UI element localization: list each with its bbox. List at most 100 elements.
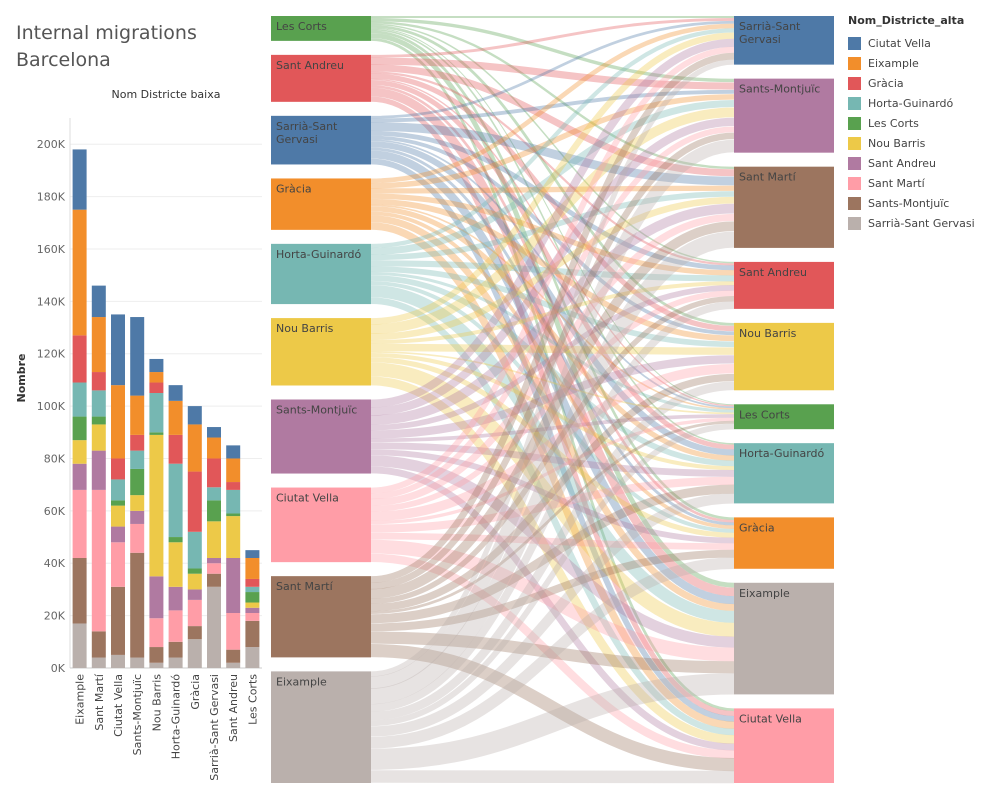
sankey-link[interactable]	[370, 296, 735, 604]
bar-segment[interactable]	[207, 437, 221, 459]
bar-segment[interactable]	[187, 406, 202, 425]
bar-segment[interactable]	[207, 500, 221, 522]
bar-segment[interactable]	[187, 531, 202, 569]
bar-segment[interactable]	[130, 434, 145, 451]
sankey-link[interactable]	[370, 33, 735, 588]
sankey-target-node[interactable]	[734, 404, 834, 430]
bar-segment[interactable]	[226, 558, 241, 613]
bar-segment[interactable]	[245, 613, 260, 621]
bar-segment[interactable]	[149, 372, 164, 383]
legend-item[interactable]: Les Corts	[848, 113, 998, 133]
sankey-target-node[interactable]	[734, 582, 834, 695]
bar-segment[interactable]	[245, 592, 260, 603]
sankey-link[interactable]	[370, 107, 735, 334]
sankey-link[interactable]	[370, 21, 735, 170]
sankey-link[interactable]	[370, 266, 735, 348]
bar-segment[interactable]	[72, 440, 87, 464]
sankey-link[interactable]	[370, 80, 735, 450]
bar-segment[interactable]	[187, 589, 202, 600]
bar-segment[interactable]	[91, 424, 106, 451]
bar-segment[interactable]	[245, 620, 260, 648]
sankey-link[interactable]	[370, 290, 735, 512]
sankey-link[interactable]	[370, 363, 735, 522]
bar-segment[interactable]	[226, 458, 241, 483]
sankey-target-node[interactable]	[734, 517, 834, 569]
sankey-link[interactable]	[370, 193, 735, 276]
legend-item[interactable]: Nou Barris	[848, 133, 998, 153]
bar-segment[interactable]	[130, 317, 145, 396]
sankey-target-node[interactable]	[734, 322, 834, 391]
legend-item[interactable]: Gràcia	[848, 73, 998, 93]
sankey-link[interactable]	[370, 466, 735, 751]
sankey-link[interactable]	[370, 285, 735, 623]
sankey-link[interactable]	[370, 493, 735, 737]
bar-segment[interactable]	[207, 427, 221, 438]
bar-segment[interactable]	[226, 513, 241, 517]
sankey-link[interactable]	[370, 139, 735, 409]
sankey-link[interactable]	[370, 449, 735, 544]
sankey-link[interactable]	[370, 57, 735, 90]
sankey-source-node[interactable]	[271, 318, 371, 386]
legend-item[interactable]: Sarrià-Sant Gervasi	[848, 213, 998, 233]
bar-segment[interactable]	[111, 500, 125, 506]
sankey-source-node[interactable]	[271, 243, 371, 305]
bar-segment[interactable]	[91, 631, 106, 658]
sankey-link[interactable]	[370, 191, 735, 261]
legend-item[interactable]: Sant Martí	[848, 173, 998, 193]
sankey-link[interactable]	[370, 141, 735, 456]
bar-segment[interactable]	[226, 482, 241, 490]
sankey-link[interactable]	[370, 17, 735, 58]
bar-segment[interactable]	[245, 558, 260, 579]
bar-segment[interactable]	[130, 657, 145, 668]
bar-segment[interactable]	[245, 578, 260, 587]
sankey-link[interactable]	[370, 539, 735, 662]
bar-segment[interactable]	[226, 445, 241, 459]
sankey-link[interactable]	[370, 222, 735, 729]
sankey-link[interactable]	[370, 231, 735, 705]
sankey-link[interactable]	[370, 150, 735, 605]
bar-segment[interactable]	[187, 599, 202, 627]
sankey-link[interactable]	[370, 206, 735, 461]
sankey-link[interactable]	[370, 532, 735, 550]
bar-segment[interactable]	[111, 586, 125, 655]
sankey-target-node[interactable]	[734, 443, 834, 504]
bar-segment[interactable]	[187, 626, 202, 640]
bar-segment[interactable]	[149, 662, 164, 668]
sankey-target-node[interactable]	[734, 261, 834, 309]
sankey-target-node[interactable]	[734, 78, 834, 153]
bar-segment[interactable]	[168, 586, 183, 611]
bar-segment[interactable]	[130, 510, 145, 524]
bar-segment[interactable]	[207, 573, 221, 587]
bar-segment[interactable]	[226, 489, 241, 514]
sankey-link[interactable]	[370, 442, 735, 477]
bar-segment[interactable]	[168, 542, 183, 587]
sankey-link[interactable]	[370, 631, 735, 674]
sankey-link[interactable]	[370, 38, 735, 408]
bar-segment[interactable]	[91, 372, 106, 391]
sankey-link[interactable]	[370, 32, 735, 325]
sankey-link[interactable]	[370, 130, 735, 271]
sankey-link[interactable]	[370, 423, 735, 727]
bar-segment[interactable]	[226, 516, 241, 558]
bar-segment[interactable]	[168, 657, 183, 668]
bar-segment[interactable]	[72, 416, 87, 441]
bar-segment[interactable]	[72, 463, 87, 490]
bar-segment[interactable]	[168, 537, 183, 543]
sankey-link[interactable]	[370, 484, 735, 624]
sankey-link[interactable]	[370, 357, 735, 538]
bar-segment[interactable]	[207, 487, 221, 501]
bar-segment[interactable]	[130, 395, 145, 435]
bar-segment[interactable]	[245, 647, 260, 668]
sankey-link[interactable]	[370, 221, 735, 599]
bar-segment[interactable]	[168, 610, 183, 642]
bar-segment[interactable]	[168, 641, 183, 658]
bar-segment[interactable]	[207, 558, 221, 564]
sankey-link[interactable]	[370, 203, 735, 426]
bar-segment[interactable]	[72, 623, 87, 668]
sankey-link[interactable]	[370, 71, 735, 266]
sankey-link[interactable]	[370, 301, 735, 712]
bar-segment[interactable]	[111, 505, 125, 527]
sankey-link[interactable]	[370, 549, 735, 632]
sankey-link[interactable]	[370, 24, 735, 326]
bar-segment[interactable]	[207, 586, 221, 668]
